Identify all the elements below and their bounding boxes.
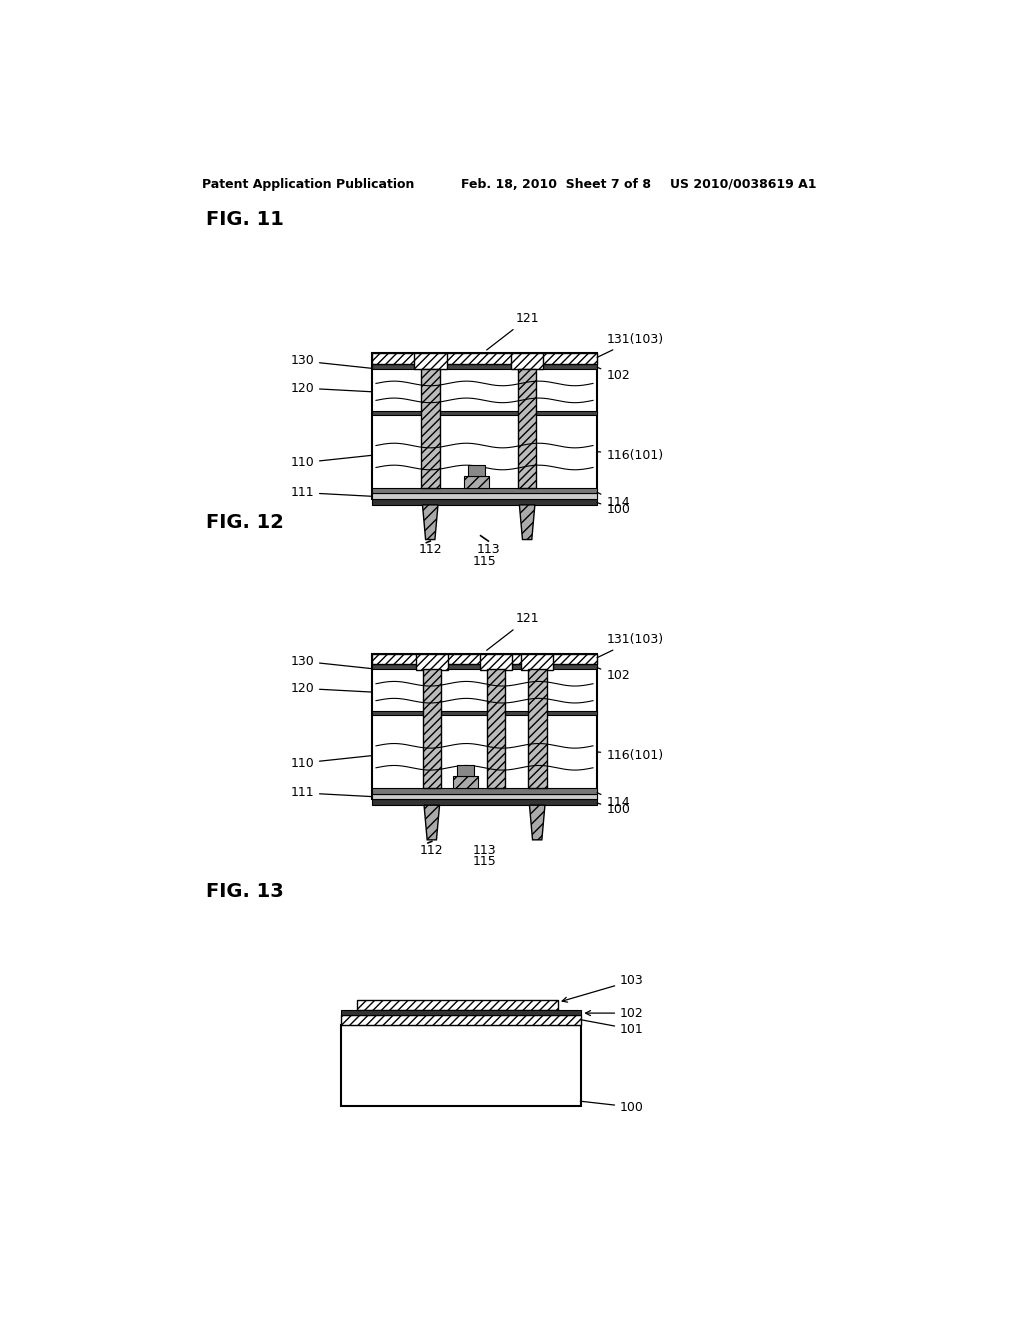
Text: 116(101): 116(101)	[597, 748, 664, 762]
Bar	[521, 653, 554, 669]
Bar	[372, 354, 597, 364]
Text: 115: 115	[473, 855, 497, 869]
Text: 115: 115	[473, 554, 497, 568]
Text: 121: 121	[486, 612, 539, 651]
Bar	[341, 1024, 582, 1106]
Bar	[528, 669, 547, 788]
Text: 112: 112	[420, 843, 443, 857]
Text: 130: 130	[290, 655, 372, 669]
Bar	[372, 653, 597, 664]
Text: 100: 100	[597, 803, 630, 816]
Bar	[480, 653, 512, 669]
Bar	[341, 1015, 582, 1024]
Text: 130: 130	[290, 354, 372, 368]
Bar	[464, 475, 489, 488]
Bar	[372, 664, 597, 669]
Text: 113: 113	[473, 843, 497, 857]
Bar	[414, 354, 446, 370]
Bar	[416, 653, 449, 669]
Bar	[372, 494, 597, 499]
Text: 100: 100	[597, 503, 630, 516]
Text: 131(103): 131(103)	[597, 333, 664, 358]
Bar	[421, 368, 439, 488]
Polygon shape	[424, 805, 439, 840]
Text: 114: 114	[597, 792, 630, 809]
Text: 103: 103	[562, 974, 644, 1002]
Bar	[511, 354, 544, 370]
Text: 100: 100	[581, 1101, 644, 1114]
Text: 101: 101	[581, 1019, 644, 1036]
Text: 102: 102	[597, 668, 630, 682]
Bar	[372, 488, 597, 494]
Text: FIG. 12: FIG. 12	[206, 512, 284, 532]
Polygon shape	[529, 805, 545, 840]
Bar	[486, 669, 506, 788]
Bar	[372, 793, 597, 799]
Bar	[372, 499, 597, 506]
Text: FIG. 11: FIG. 11	[206, 210, 284, 228]
Text: 110: 110	[290, 755, 372, 770]
Text: 111: 111	[291, 486, 372, 499]
Bar	[372, 799, 597, 805]
Bar	[372, 788, 597, 793]
Text: 114: 114	[597, 492, 630, 510]
Bar	[372, 354, 597, 499]
Text: 113: 113	[476, 544, 500, 557]
Bar	[372, 364, 597, 368]
Text: FIG. 13: FIG. 13	[206, 882, 284, 902]
Polygon shape	[519, 506, 535, 540]
Text: 121: 121	[486, 312, 539, 350]
Text: 131(103): 131(103)	[597, 634, 664, 657]
Text: 110: 110	[290, 455, 372, 469]
Bar	[341, 1010, 582, 1015]
Text: 102: 102	[597, 367, 630, 381]
Bar	[468, 465, 485, 475]
Bar	[453, 776, 477, 788]
Polygon shape	[423, 506, 438, 540]
Bar	[457, 766, 474, 776]
Bar	[372, 711, 597, 715]
Bar	[518, 368, 537, 488]
Text: Feb. 18, 2010  Sheet 7 of 8: Feb. 18, 2010 Sheet 7 of 8	[461, 178, 651, 190]
Text: 120: 120	[290, 381, 372, 395]
Text: 102: 102	[586, 1007, 644, 1019]
Text: 116(101): 116(101)	[597, 449, 664, 462]
Bar	[372, 411, 597, 414]
Bar	[423, 669, 441, 788]
Text: 112: 112	[419, 544, 442, 557]
Text: US 2010/0038619 A1: US 2010/0038619 A1	[671, 178, 817, 190]
Text: 111: 111	[291, 787, 372, 800]
Bar	[372, 653, 597, 799]
Bar	[356, 1001, 558, 1010]
Text: Patent Application Publication: Patent Application Publication	[202, 178, 414, 190]
Text: 120: 120	[290, 682, 372, 694]
